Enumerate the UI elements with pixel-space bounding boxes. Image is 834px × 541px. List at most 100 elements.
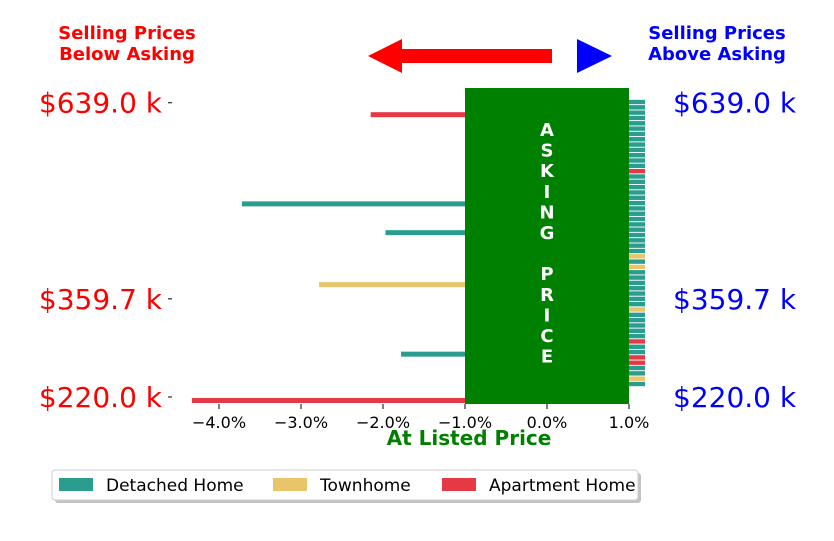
band-letter: E: [541, 347, 553, 368]
legend-label: Detached Home: [106, 476, 244, 496]
header-right-line1: Selling Prices: [648, 23, 785, 44]
above-asking-mark: [629, 211, 645, 216]
band-letter: G: [540, 223, 555, 244]
price-label-right: $639.0 k: [673, 87, 797, 120]
x-tick-label: −2.0%: [356, 413, 410, 432]
legend-swatch: [59, 478, 93, 491]
below-asking-bar: [401, 351, 465, 357]
band-letter: N: [539, 202, 554, 223]
above-asking-mark: [629, 275, 645, 280]
above-asking-mark: [629, 190, 645, 195]
left-price-labels: $639.0 k $359.7 k $220.0 k: [39, 87, 172, 414]
price-label-left: $359.7 k: [39, 283, 163, 316]
above-asking-mark: [629, 200, 645, 206]
above-asking-mark: [629, 280, 645, 286]
above-asking-mark: [629, 349, 645, 355]
legend-label: Apartment Home: [489, 476, 636, 496]
above-asking-mark: [629, 163, 645, 169]
above-asking-mark: [629, 174, 645, 179]
x-axis: −4.0% −3.0% −2.0% −1.0% 0.0% 1.0%: [192, 404, 649, 432]
band-letter: C: [540, 326, 553, 347]
asking-price-band: [465, 88, 629, 404]
above-asking-mark: [629, 376, 645, 381]
price-label-left: $220.0 k: [39, 381, 163, 414]
above-asking-mark: [629, 365, 645, 371]
above-asking-mark: [629, 270, 645, 275]
above-asking-mark: [629, 323, 645, 328]
above-asking-mark: [629, 355, 645, 360]
above-asking-mark: [629, 232, 645, 238]
band-letter: P: [540, 264, 553, 285]
above-asking-mark: [629, 115, 645, 121]
x-tick-label: −4.0%: [192, 413, 246, 432]
above-asking-mark: [629, 344, 645, 349]
above-asking-mark: [629, 110, 645, 115]
above-asking-mark: [629, 153, 645, 158]
header-left-line1: Selling Prices: [58, 23, 195, 44]
above-asking-mark: [629, 339, 645, 344]
price-label-left: $639.0 k: [39, 87, 163, 120]
above-asking-mark: [629, 184, 645, 190]
above-asking-mark: [629, 227, 645, 232]
above-asking-mark: [629, 131, 645, 137]
x-tick-label: −1.0%: [438, 413, 492, 432]
legend-swatch: [442, 478, 476, 491]
price-label-right: $359.7 k: [673, 283, 797, 316]
above-asking-mark: [629, 243, 645, 248]
above-asking-mark: [629, 328, 645, 333]
above-asking-mark: [629, 371, 645, 376]
band-letter: I: [544, 305, 551, 326]
above-asking-strip: [629, 99, 645, 387]
above-asking-mark: [629, 264, 645, 270]
above-asking-mark: [629, 296, 645, 302]
below-asking-bar: [385, 230, 465, 236]
above-asking-mark: [629, 333, 645, 339]
above-asking-mark: [629, 142, 645, 147]
above-asking-mark: [629, 301, 645, 307]
above-asking-mark: [629, 99, 645, 105]
x-tick-label: 1.0%: [609, 413, 650, 432]
above-asking-mark: [629, 381, 645, 387]
above-asking-mark: [629, 137, 645, 142]
above-asking-mark: [629, 126, 645, 131]
legend-label: Townhome: [319, 476, 411, 496]
above-asking-mark: [629, 195, 645, 200]
x-axis-label: At Listed Price: [387, 426, 552, 450]
band-letter: S: [541, 141, 554, 162]
x-tick-label: 0.0%: [527, 413, 568, 432]
band-letter: R: [540, 285, 554, 306]
above-asking-mark: [629, 179, 645, 185]
band-letter: K: [540, 161, 555, 182]
header-right-line2: Above Asking: [648, 44, 786, 65]
below-asking-bars: [191, 112, 465, 403]
left-arrow-icon: [368, 39, 552, 73]
above-asking-mark: [629, 158, 645, 163]
legend: Detached Home Townhome Apartment Home: [51, 469, 641, 503]
right-arrow-icon: [577, 39, 612, 73]
band-letter: A: [540, 120, 554, 141]
below-asking-bar: [319, 282, 465, 288]
below-asking-bar: [241, 201, 465, 207]
above-asking-mark: [629, 317, 645, 323]
band-letter: I: [544, 182, 551, 203]
above-asking-mark: [629, 206, 645, 211]
above-asking-mark: [629, 238, 645, 243]
header-left-line2: Below Asking: [59, 44, 195, 65]
above-asking-mark: [629, 254, 645, 259]
above-asking-mark: [629, 360, 645, 365]
right-price-labels: $639.0 k $359.7 k $220.0 k: [673, 87, 797, 414]
above-asking-mark: [629, 222, 645, 227]
legend-swatch: [273, 478, 307, 491]
above-asking-mark: [629, 168, 645, 174]
above-asking-mark: [629, 307, 645, 312]
above-asking-mark: [629, 105, 645, 110]
above-asking-mark: [629, 216, 645, 222]
above-asking-mark: [629, 147, 645, 153]
above-asking-mark: [629, 291, 645, 296]
above-asking-mark: [629, 248, 645, 254]
price-label-right: $220.0 k: [673, 381, 797, 414]
below-asking-bar: [191, 397, 465, 403]
above-asking-mark: [629, 259, 645, 264]
